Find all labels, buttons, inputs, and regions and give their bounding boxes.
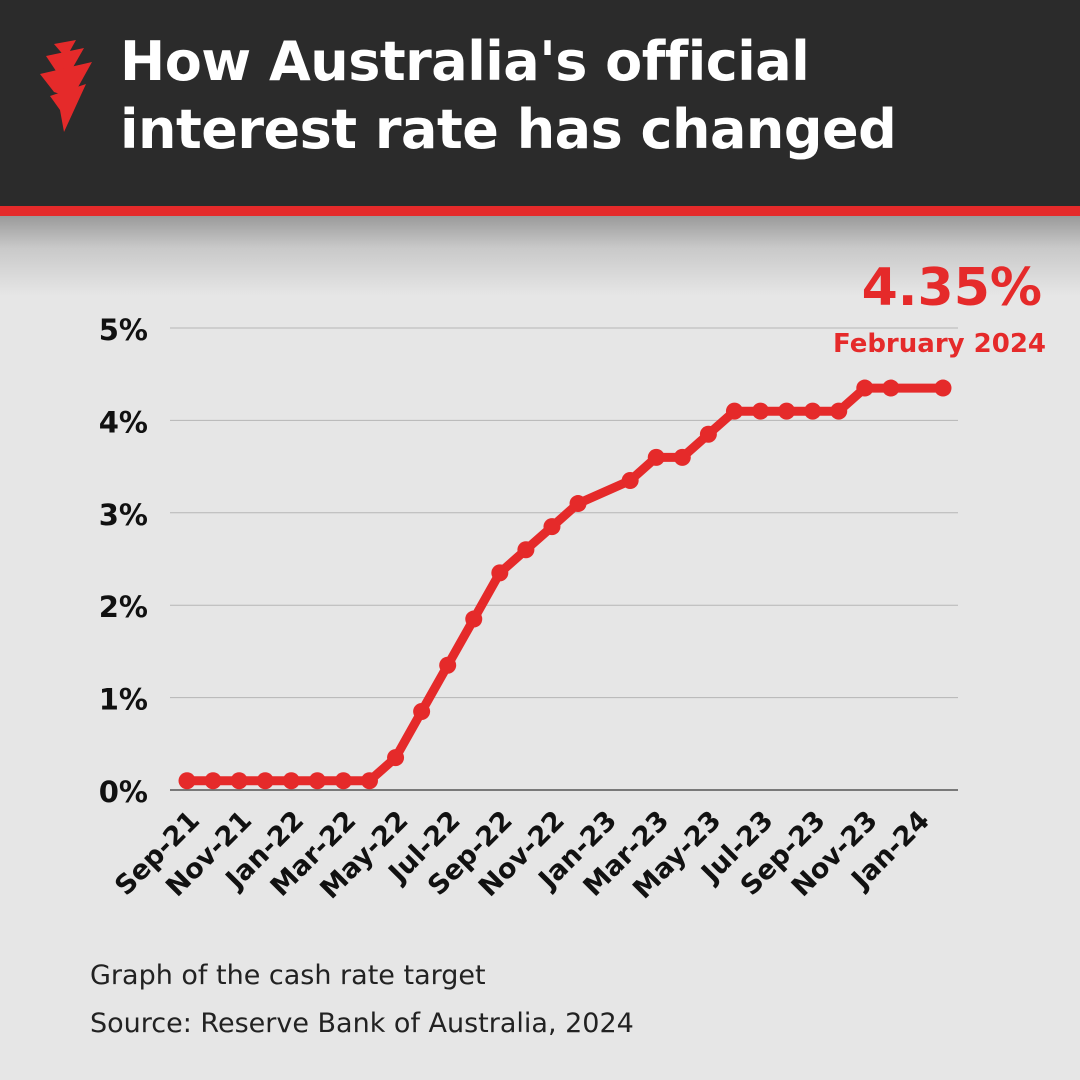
data-point — [334, 772, 352, 790]
data-point — [830, 402, 848, 420]
data-point — [256, 772, 274, 790]
y-tick-label: 2% — [99, 590, 148, 624]
data-point — [517, 541, 535, 559]
data-point — [647, 448, 665, 466]
data-point — [230, 772, 248, 790]
data-point — [934, 379, 952, 397]
data-point — [621, 471, 639, 489]
data-point — [387, 749, 405, 767]
latest-rate-date: February 2024 — [833, 329, 1046, 359]
data-point — [360, 772, 378, 790]
header-accent-rule — [0, 206, 1080, 216]
data-point — [413, 702, 431, 720]
data-point — [308, 772, 326, 790]
y-tick-label: 0% — [99, 775, 148, 809]
y-tick-label: 5% — [99, 313, 148, 347]
chart-caption: Graph of the cash rate target — [90, 960, 486, 991]
data-point — [465, 610, 483, 628]
data-point — [778, 402, 796, 420]
data-point — [882, 379, 900, 397]
y-tick-label: 4% — [99, 405, 148, 439]
data-point — [204, 772, 222, 790]
rate-line — [182, 383, 948, 786]
data-point — [752, 402, 770, 420]
brand-logo-icon — [40, 40, 92, 132]
chart-source: Source: Reserve Bank of Australia, 2024 — [90, 1008, 634, 1039]
data-point — [725, 402, 743, 420]
data-point — [439, 656, 457, 674]
data-point — [282, 772, 300, 790]
data-point — [856, 379, 874, 397]
page-title: How Australia's official interest rate h… — [120, 30, 897, 161]
header-shadow — [0, 216, 1080, 296]
data-point — [178, 772, 196, 790]
data-point — [543, 518, 561, 536]
data-point — [569, 495, 587, 513]
y-tick-label: 3% — [99, 498, 148, 532]
latest-rate-value: 4.35% — [862, 258, 1042, 318]
data-point — [699, 425, 717, 443]
data-point — [673, 448, 691, 466]
data-point — [491, 564, 509, 582]
y-tick-label: 1% — [99, 683, 148, 717]
data-point — [804, 402, 822, 420]
header-bar — [0, 0, 1080, 206]
